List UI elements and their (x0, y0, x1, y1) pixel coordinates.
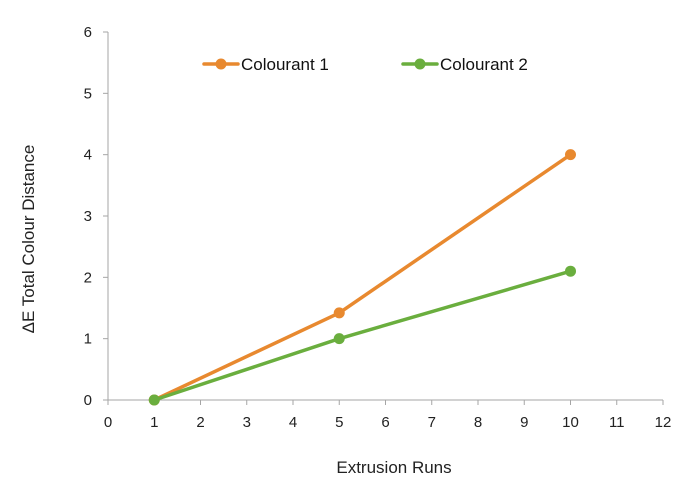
x-tick-label-5: 5 (335, 414, 343, 431)
x-ticks: 0 1 2 3 4 5 6 7 8 9 10 11 12 (104, 400, 672, 431)
series-2 (148, 265, 576, 406)
x-axis-title: Extrusion Runs (336, 458, 451, 477)
legend-label-1: Colourant 1 (241, 55, 329, 74)
x-tick-label-8: 8 (474, 414, 482, 431)
x-tick-label-9: 9 (520, 414, 528, 431)
series-1-point-1 (333, 307, 345, 319)
x-tick-label-3: 3 (243, 414, 251, 431)
legend-swatch-marker-1 (215, 58, 227, 70)
legend-item-1: Colourant 1 (202, 55, 329, 74)
legend-label-2: Colourant 2 (440, 55, 528, 74)
x-tick-label-12: 12 (655, 414, 672, 431)
x-tick-label-7: 7 (428, 414, 436, 431)
x-tick-label-10: 10 (562, 414, 579, 431)
y-tick-label-6: 6 (84, 24, 92, 41)
x-tick-label-0: 0 (104, 414, 112, 431)
series-2-point-0 (148, 394, 160, 406)
x-tick-label-4: 4 (289, 414, 297, 431)
legend: Colourant 1 Colourant 2 (202, 55, 528, 74)
y-tick-label-5: 5 (84, 85, 92, 102)
y-tick-label-4: 4 (84, 147, 92, 164)
series-2-point-2 (565, 265, 576, 277)
y-tick-label-3: 3 (84, 208, 92, 225)
series-2-line (152, 269, 573, 402)
series-layer (148, 149, 576, 406)
axes (107, 32, 663, 401)
x-tick-label-2: 2 (196, 414, 204, 431)
x-tick-label-11: 11 (609, 414, 625, 431)
legend-item-2: Colourant 2 (401, 55, 528, 74)
series-1 (148, 149, 576, 406)
y-tick-label-0: 0 (84, 392, 92, 409)
x-tick-label-1: 1 (150, 414, 158, 431)
y-ticks: 0 1 2 3 4 5 6 (84, 24, 108, 409)
x-tick-label-6: 6 (381, 414, 389, 431)
y-tick-label-1: 1 (84, 331, 92, 348)
series-2-point-1 (333, 333, 345, 345)
legend-swatch-marker-2 (414, 58, 426, 70)
series-1-line (152, 152, 573, 402)
y-tick-label-2: 2 (84, 269, 92, 286)
y-axis-title: ΔE Total Colour Distance (19, 145, 38, 334)
series-1-point-2 (565, 149, 576, 161)
